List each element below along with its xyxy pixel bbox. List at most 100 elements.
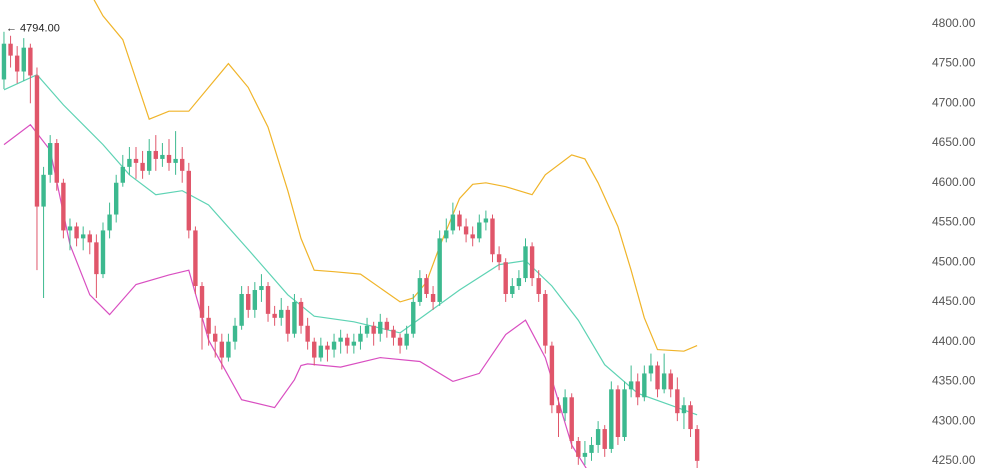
candle-body bbox=[628, 381, 634, 390]
candle-body bbox=[635, 381, 640, 398]
price-annotation: ← 4794.00 bbox=[6, 23, 60, 35]
candle-body bbox=[153, 150, 159, 159]
candle-body bbox=[312, 341, 317, 358]
candle-body bbox=[496, 254, 502, 263]
candle-body bbox=[279, 309, 284, 318]
candle-body bbox=[615, 389, 621, 438]
candle-body bbox=[239, 293, 244, 326]
y-tick-label: 4550.00 bbox=[932, 215, 976, 229]
candle-body bbox=[681, 405, 687, 414]
candle-body bbox=[186, 170, 192, 231]
candle-body bbox=[338, 337, 343, 342]
candle-body bbox=[272, 313, 277, 318]
candle-body bbox=[246, 293, 251, 310]
candle-body bbox=[133, 158, 139, 163]
candle-body bbox=[199, 286, 205, 318]
candle-body bbox=[569, 397, 574, 441]
candle-body bbox=[226, 341, 231, 358]
candle-body bbox=[364, 325, 370, 334]
candle-body bbox=[549, 345, 555, 406]
candle-body bbox=[113, 182, 119, 215]
candle-body bbox=[688, 405, 693, 430]
candle-body bbox=[74, 226, 79, 239]
y-tick-label: 4450.00 bbox=[932, 294, 976, 308]
candle-body bbox=[358, 333, 363, 342]
y-tick-label: 4500.00 bbox=[932, 254, 976, 268]
candle-body bbox=[371, 325, 376, 334]
candle-body bbox=[397, 337, 403, 346]
candle-body bbox=[173, 158, 178, 163]
candle-body bbox=[529, 246, 535, 279]
candle-body bbox=[219, 341, 225, 358]
candle-body bbox=[668, 373, 673, 390]
candle-body bbox=[21, 47, 26, 72]
candle-body bbox=[503, 262, 508, 294]
candle-body bbox=[206, 317, 211, 334]
candle-body bbox=[391, 329, 396, 338]
candle-body bbox=[523, 246, 528, 279]
candle-body bbox=[318, 345, 324, 358]
candle-body bbox=[14, 55, 20, 72]
candle-body bbox=[543, 293, 548, 346]
y-tick-label: 4650.00 bbox=[932, 135, 976, 149]
candle-body bbox=[87, 234, 92, 243]
candle-body bbox=[331, 341, 337, 350]
candle-body bbox=[166, 154, 172, 163]
candle-body bbox=[100, 230, 106, 275]
candle-body bbox=[146, 150, 152, 171]
candle-body bbox=[582, 452, 588, 457]
candle-body bbox=[140, 162, 145, 171]
candle-body bbox=[675, 389, 680, 414]
candle-body bbox=[61, 182, 66, 231]
candle-body bbox=[510, 286, 515, 294]
band-line bbox=[93, 0, 698, 352]
candle-body bbox=[8, 43, 13, 56]
candle-body bbox=[259, 286, 264, 291]
candle-body bbox=[54, 143, 59, 183]
candle-body bbox=[450, 214, 456, 231]
candle-body bbox=[642, 373, 647, 398]
candle-body bbox=[661, 373, 667, 390]
candle-body bbox=[325, 345, 330, 350]
candle-body bbox=[80, 234, 86, 239]
candle-body bbox=[470, 234, 475, 239]
candle-body bbox=[34, 75, 40, 207]
candle-body bbox=[292, 301, 297, 334]
candle-body bbox=[305, 325, 310, 342]
band-line bbox=[3, 123, 587, 468]
candle-body bbox=[265, 286, 271, 314]
y-axis: 4250.00 4300.00 4350.00 4400.00 4450.00 4500.… bbox=[932, 16, 976, 467]
candle-body bbox=[120, 166, 125, 183]
candle-body bbox=[655, 365, 660, 390]
candle-body bbox=[556, 405, 561, 414]
candle-body bbox=[94, 242, 99, 275]
candle-body bbox=[298, 301, 304, 326]
candle-body bbox=[47, 143, 53, 175]
candle-body bbox=[424, 278, 429, 294]
candle-body bbox=[622, 389, 627, 438]
y-tick-label: 4300.00 bbox=[932, 413, 976, 427]
candle-body bbox=[595, 429, 601, 445]
candle-body bbox=[694, 429, 700, 461]
candle-body bbox=[609, 389, 614, 449]
y-tick-label: 4600.00 bbox=[932, 175, 976, 189]
candle-body bbox=[285, 309, 291, 334]
y-tick-label: 4800.00 bbox=[932, 16, 976, 30]
candle-body bbox=[483, 218, 489, 223]
candle-body bbox=[41, 174, 46, 207]
candle-body bbox=[444, 230, 449, 239]
candle-body bbox=[430, 293, 436, 302]
candle-body bbox=[602, 429, 607, 449]
candle-body bbox=[160, 154, 165, 159]
y-tick-label: 4400.00 bbox=[932, 334, 976, 348]
candle-body bbox=[107, 214, 112, 231]
candle-body bbox=[378, 321, 383, 334]
candle-body bbox=[437, 238, 442, 302]
candle-body bbox=[252, 290, 258, 310]
candle-body bbox=[417, 278, 423, 302]
candle-body bbox=[589, 444, 594, 453]
candle-body bbox=[28, 47, 33, 76]
candle-body bbox=[67, 226, 73, 231]
y-tick-label: 4250.00 bbox=[932, 453, 976, 467]
